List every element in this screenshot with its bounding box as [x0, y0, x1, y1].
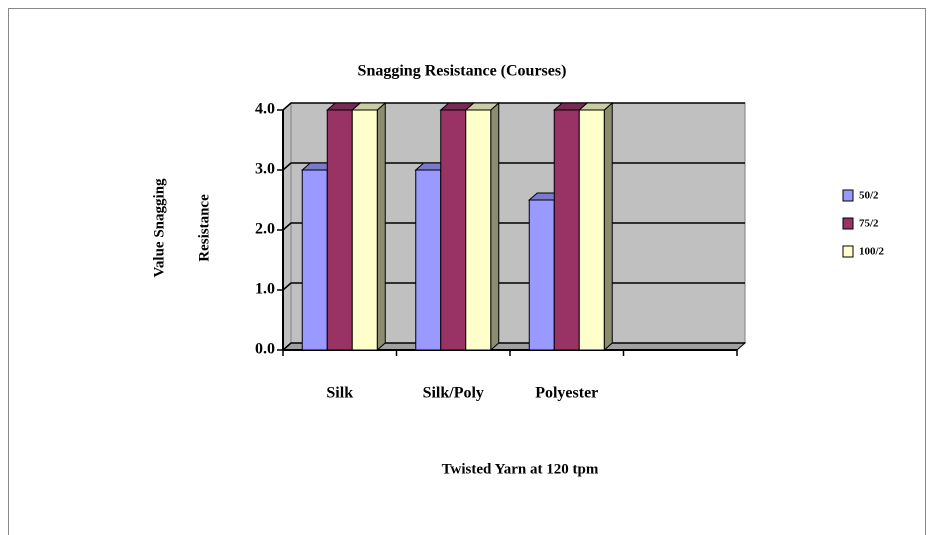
- y-tick-label: 1.0: [255, 281, 275, 298]
- bar-side: [603, 101, 613, 352]
- legend-swatch: [842, 189, 854, 202]
- y-tick-label: 3.0: [255, 161, 275, 178]
- bar: [326, 109, 353, 351]
- bar: [578, 109, 605, 351]
- bar: [440, 109, 467, 351]
- chart-frame: [8, 8, 926, 535]
- bar: [465, 109, 492, 351]
- x-tick-label: Silk: [326, 385, 353, 402]
- y-tick-label: 0.0: [255, 341, 275, 358]
- legend-swatch: [842, 245, 854, 258]
- legend-label: 50/2: [859, 190, 879, 202]
- y-tick-label: 2.0: [255, 221, 275, 238]
- x-tick-label: Silk/Poly: [423, 385, 484, 402]
- legend-label: 75/2: [859, 218, 879, 230]
- bar-side: [490, 101, 500, 352]
- y-tick-label: 4.0: [255, 101, 275, 118]
- bar: [553, 109, 580, 351]
- chart-title: Snagging Resistance (Courses): [358, 63, 567, 80]
- y-axis-title: Value Snagging: [151, 178, 167, 278]
- x-axis-title: Twisted Yarn at 120 tpm: [442, 461, 599, 477]
- bar-side: [376, 101, 386, 352]
- bar: [528, 199, 555, 351]
- bar: [415, 169, 442, 351]
- x-tick-label: Polyester: [535, 385, 598, 402]
- legend-swatch: [842, 217, 854, 230]
- bar: [301, 169, 328, 351]
- legend-label: 100/2: [859, 246, 885, 258]
- bar: [351, 109, 378, 351]
- y-axis-title: Resistance: [196, 194, 212, 262]
